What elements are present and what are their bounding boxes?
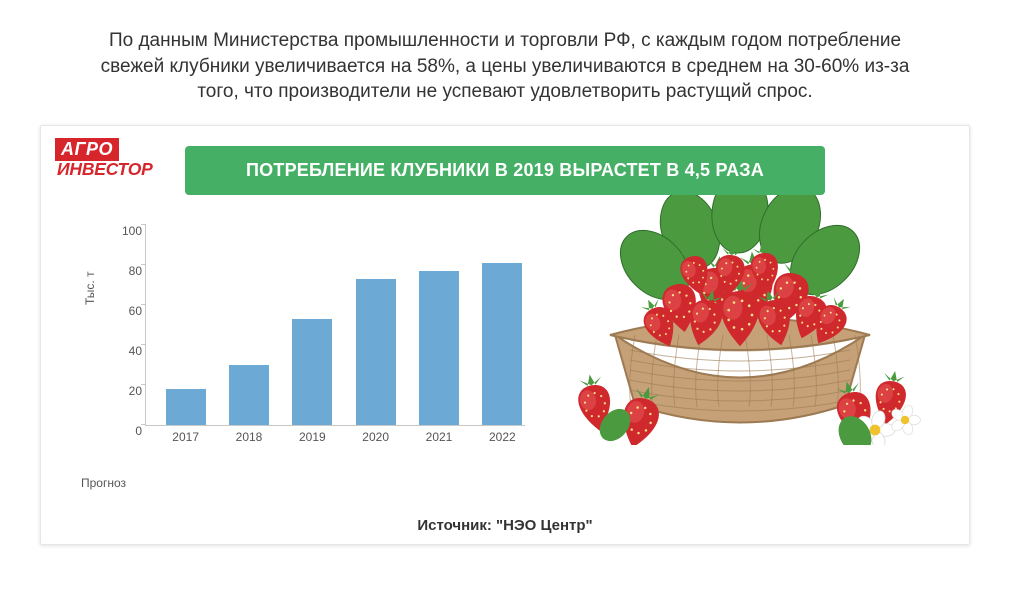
x-tick-label: 2018 bbox=[229, 430, 269, 444]
y-tick-label: 40 bbox=[112, 344, 142, 358]
y-tick-label: 80 bbox=[112, 264, 142, 278]
y-tick-label: 100 bbox=[112, 224, 142, 238]
agro-investor-logo: АГРО ИНВЕСТОР bbox=[55, 138, 155, 178]
y-axis-label: Тыс. т bbox=[83, 271, 97, 305]
x-tick-label: 2022 bbox=[482, 430, 522, 444]
logo-bottom: ИНВЕСТОР bbox=[55, 161, 155, 178]
headline-banner: ПОТРЕБЛЕНИЕ КЛУБНИКИ В 2019 ВЫРАСТЕТ В 4… bbox=[185, 146, 825, 195]
intro-text: По данным Министерства промышленности и … bbox=[40, 28, 970, 125]
y-tick-label: 60 bbox=[112, 304, 142, 318]
bar bbox=[166, 389, 206, 425]
y-tick-label: 20 bbox=[112, 384, 142, 398]
x-tick-label: 2019 bbox=[292, 430, 332, 444]
bar-chart: Тыс. т 020406080100201720182019202020212… bbox=[65, 225, 535, 426]
x-tick-label: 2017 bbox=[166, 430, 206, 444]
x-tick-label: 2020 bbox=[356, 430, 396, 444]
bar bbox=[356, 279, 396, 425]
bar bbox=[482, 263, 522, 425]
info-card: АГРО ИНВЕСТОР ПОТРЕБЛЕНИЕ КЛУБНИКИ В 201… bbox=[40, 125, 970, 545]
bar bbox=[292, 319, 332, 425]
bar bbox=[419, 271, 459, 425]
bar bbox=[229, 365, 269, 425]
forecast-label: Прогноз bbox=[81, 476, 126, 490]
logo-top: АГРО bbox=[55, 138, 119, 161]
strawberry-image bbox=[535, 195, 945, 445]
y-tick-label: 0 bbox=[112, 424, 142, 438]
source-text: Источник: "НЭО Центр" bbox=[41, 517, 969, 534]
x-tick-label: 2021 bbox=[419, 430, 459, 444]
